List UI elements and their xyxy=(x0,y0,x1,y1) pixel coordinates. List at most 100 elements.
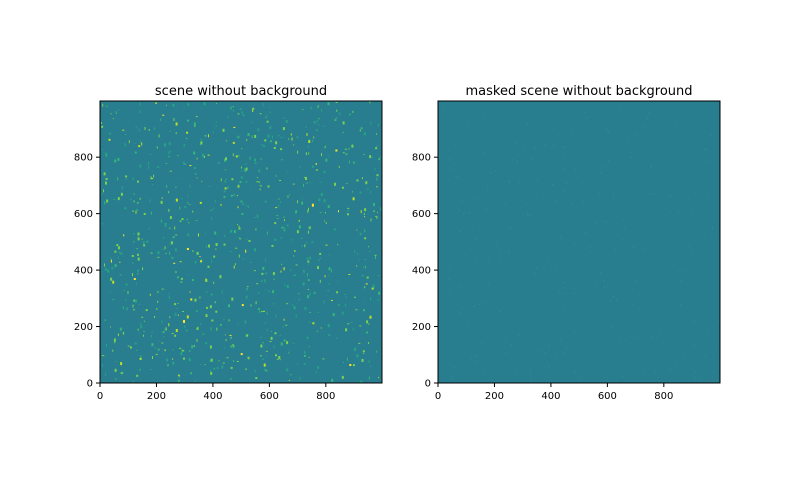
heatmap-point xyxy=(308,207,309,211)
heatmap-point xyxy=(453,330,456,332)
heatmap-point xyxy=(317,106,319,109)
heatmap-point xyxy=(324,145,326,148)
heatmap-point xyxy=(168,293,170,295)
heatmap-point xyxy=(298,219,300,222)
heatmap-point xyxy=(157,300,159,303)
heatmap-point xyxy=(451,215,453,217)
heatmap-point xyxy=(206,306,209,309)
heatmap-point xyxy=(450,271,452,273)
heatmap-point xyxy=(698,353,701,355)
heatmap-point xyxy=(133,299,136,302)
heatmap-point xyxy=(354,250,356,254)
heatmap-point xyxy=(196,177,198,179)
heatmap-point xyxy=(352,110,354,113)
heatmap-point xyxy=(323,300,325,304)
heatmap-point xyxy=(145,309,148,312)
heatmap-point xyxy=(166,184,168,188)
heatmap-point xyxy=(210,371,213,375)
heatmap-point xyxy=(458,209,460,211)
heatmap-point xyxy=(463,293,465,296)
heatmap-point xyxy=(307,295,310,299)
heatmap-point xyxy=(122,306,124,310)
heatmap-point xyxy=(376,215,378,219)
heatmap-point xyxy=(464,254,467,257)
heatmap-point xyxy=(264,322,267,324)
heatmap-point xyxy=(260,279,263,282)
heatmap-point xyxy=(224,169,227,171)
heatmap-point xyxy=(215,243,218,246)
heatmap-point xyxy=(278,198,280,200)
heatmap-point xyxy=(245,249,247,253)
heatmap-point xyxy=(274,332,277,335)
heatmap-point xyxy=(264,139,267,142)
heatmap-point xyxy=(308,345,310,347)
heatmap-point xyxy=(450,340,452,342)
heatmap-point xyxy=(653,193,656,195)
heatmap-point xyxy=(246,167,248,171)
heatmap-point xyxy=(115,111,117,115)
heatmap-point xyxy=(591,279,593,281)
heatmap-point xyxy=(114,159,117,163)
heatmap-point xyxy=(308,357,310,358)
heatmap-point xyxy=(350,322,353,323)
heatmap-point xyxy=(123,331,125,335)
heatmap-point xyxy=(184,325,186,329)
heatmap-point xyxy=(474,355,476,358)
heatmap-point xyxy=(136,202,139,204)
heatmap-point xyxy=(516,161,518,163)
heatmap-point xyxy=(495,119,497,121)
heatmap-point xyxy=(124,142,126,144)
heatmap-point xyxy=(457,176,459,178)
heatmap-point xyxy=(446,370,448,372)
heatmap-point xyxy=(344,148,347,150)
heatmap-point xyxy=(317,311,319,313)
heatmap-point xyxy=(101,355,104,357)
heatmap-point xyxy=(518,334,520,336)
heatmap-point xyxy=(259,310,260,314)
heatmap-point xyxy=(103,189,104,193)
heatmap-point xyxy=(134,151,137,154)
heatmap-point xyxy=(256,283,259,285)
heatmap-point xyxy=(230,194,233,197)
heatmap-point xyxy=(356,229,358,231)
heatmap-point xyxy=(680,300,682,302)
heatmap-point xyxy=(252,107,255,110)
heatmap-point xyxy=(123,234,125,237)
heatmap-point xyxy=(598,358,600,361)
heatmap-point xyxy=(234,263,236,266)
heatmap-point xyxy=(221,365,224,369)
heatmap-point xyxy=(178,375,180,378)
heatmap-point xyxy=(220,178,222,182)
left-heatmap-background xyxy=(100,101,382,383)
heatmap-point xyxy=(263,363,266,367)
heatmap-point xyxy=(215,200,217,203)
heatmap-point xyxy=(179,261,182,263)
heatmap-point xyxy=(140,325,143,329)
heatmap-point xyxy=(313,121,316,124)
heatmap-point xyxy=(695,118,697,120)
heatmap-point xyxy=(508,251,510,253)
heatmap-point xyxy=(151,343,154,347)
heatmap-point xyxy=(685,328,687,330)
left-axes-frame xyxy=(99,100,383,384)
heatmap-point xyxy=(689,229,692,231)
heatmap-point xyxy=(523,145,526,147)
heatmap-point xyxy=(481,342,483,344)
heatmap-point xyxy=(346,357,348,361)
heatmap-point xyxy=(273,147,276,149)
heatmap-point xyxy=(153,174,155,178)
heatmap-point xyxy=(165,163,168,164)
heatmap-point xyxy=(168,295,170,299)
x-tick-label: 200 xyxy=(485,391,504,402)
heatmap-point xyxy=(297,200,298,204)
heatmap-point xyxy=(194,380,196,384)
heatmap-point xyxy=(684,204,686,206)
heatmap-point xyxy=(552,235,554,238)
heatmap-point xyxy=(589,246,591,248)
heatmap-point xyxy=(180,281,183,283)
heatmap-point xyxy=(680,355,682,357)
heatmap-point xyxy=(235,155,238,158)
heatmap-point xyxy=(554,233,556,236)
heatmap-point xyxy=(557,343,559,346)
heatmap-point xyxy=(359,191,362,194)
